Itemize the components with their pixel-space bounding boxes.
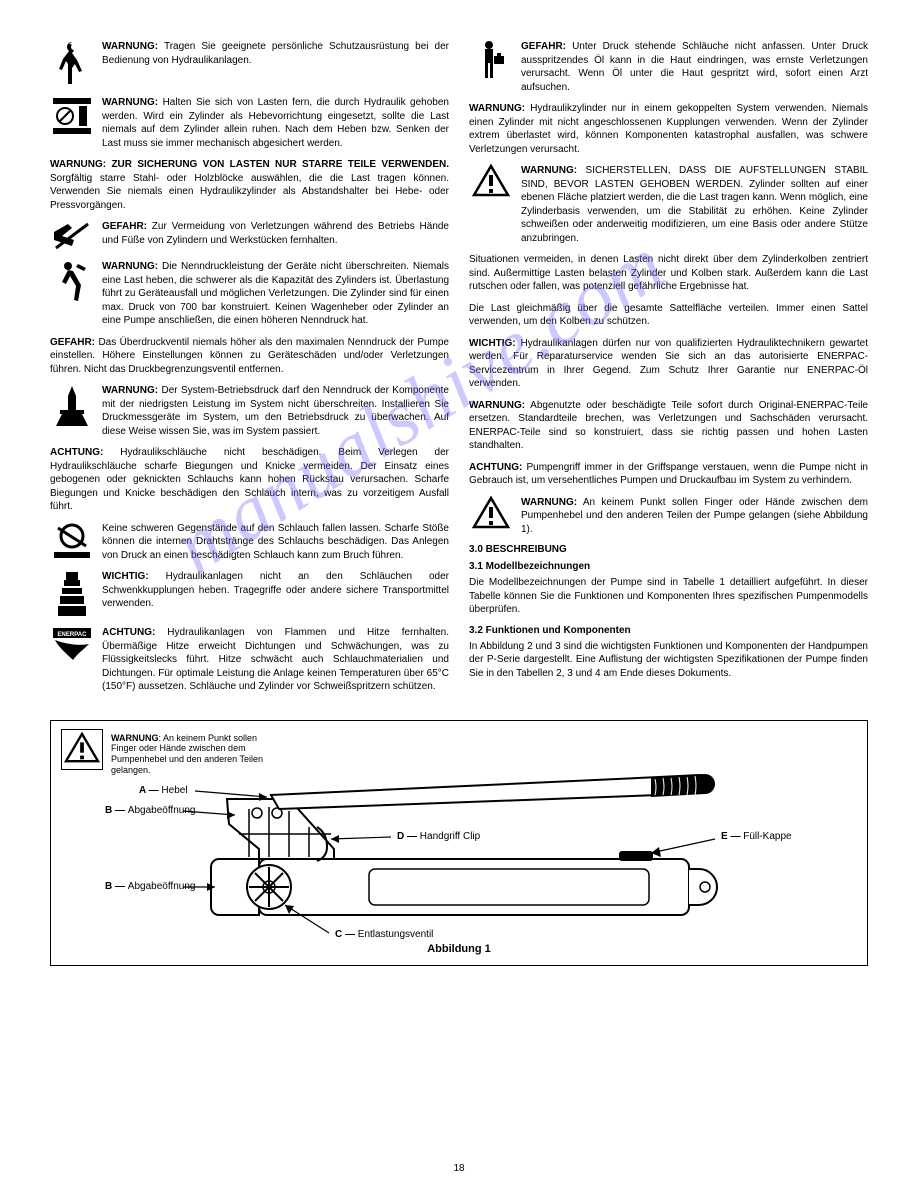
warning-pinch: WARNUNG: An keinem Punkt sollen Finger o… (469, 496, 868, 537)
figure-caption: Abbildung 1 (65, 943, 853, 955)
hose-drop-icon (50, 522, 94, 560)
svg-text:ENERPAC: ENERPAC (58, 632, 88, 638)
hands-icon (50, 220, 94, 252)
warning-coupled-system: WARNUNG: Hydraulikzylinder nur in einem … (469, 102, 868, 156)
warning-ppe: WARNUNG: Tragen Sie geeignete persönlich… (50, 40, 449, 88)
important-service: WICHTIG: Hydraulikanlagen dürfen nur von… (469, 337, 868, 391)
saddle-text: Die Last gleichmäßig über die gesamte Sa… (469, 302, 868, 329)
svg-text:B — Abgabeöffnung: B — Abgabeöffnung (105, 881, 195, 892)
svg-text:C — Entlastungsventil: C — Entlastungsventil (335, 929, 433, 939)
lift-hose-icon (50, 570, 94, 618)
right-column: GEFAHR: Unter Druck stehende Schläuche n… (469, 40, 868, 702)
figure-warning-caption: WARNUNG: An keinem Punkt sollen Finger o… (111, 733, 271, 776)
danger-hands-feet: GEFAHR: Zur Vermeidung von Verletzungen … (50, 220, 449, 252)
warning-worn-parts: WARNUNG: Abgenutzte oder beschädigte Tei… (469, 399, 868, 453)
danger-pressurized-hose: GEFAHR: Unter Druck stehende Schläuche n… (469, 40, 868, 94)
enerpac-icon: ENERPAC (50, 626, 94, 664)
load-icon (50, 96, 94, 136)
page-number: 18 (0, 1163, 918, 1174)
warning-rigid-parts: WARNUNG: ZUR SICHERUNG VON LASTEN NUR ST… (50, 158, 449, 212)
section-3-2-text: In Abbildung 2 und 3 sind die wichtigste… (469, 640, 868, 681)
danger-relief-valve: GEFAHR: Das Überdruckventil niemals höhe… (50, 336, 449, 377)
warning-triangle-icon (469, 496, 513, 530)
ppe-icon (50, 40, 94, 88)
left-column: WARNUNG: Tragen Sie geeignete persönlich… (50, 40, 449, 702)
section-3-1-text: Die Modellbezeichnungen der Pumpe sind i… (469, 576, 868, 617)
caution-heat: ENERPAC ACHTUNG: Hydraulikanlagen von Fl… (50, 626, 449, 694)
svg-text:B — Abgabeöffnung: B — Abgabeöffnung (105, 805, 195, 816)
section-3-1-heading: 3.1 Modellbezeichnungen (469, 561, 868, 572)
figure-warning-icon (61, 729, 103, 770)
svg-text:E — Füll-Kappe: E — Füll-Kappe (721, 831, 792, 842)
two-column-layout: WARNUNG: Tragen Sie geeignete persönlich… (50, 40, 868, 702)
warning-system-pressure: WARNUNG: Der System-Betriebsdruck darf d… (50, 384, 449, 438)
warning-stable-setup: WARNUNG: SICHERSTELLEN, DASS DIE AUFSTEL… (469, 164, 868, 245)
caution-handle-stow: ACHTUNG: Pumpengriff immer in der Griffs… (469, 461, 868, 488)
offset-load-text: Situationen vermeiden, in denen Lasten n… (469, 253, 868, 294)
svg-text:D — Handgriff Clip: D — Handgriff Clip (397, 831, 481, 842)
hose-drop-warning: Keine schweren Gegenstände auf den Schla… (50, 522, 449, 563)
warning-load-clear: WARNUNG: Halten Sie sich von Lasten fern… (50, 96, 449, 150)
svg-text:A — Hebel: A — Hebel (139, 785, 188, 796)
section-3-2-heading: 3.2 Funktionen und Komponenten (469, 625, 868, 636)
warning-triangle-icon (469, 164, 513, 198)
important-lift-hose: WICHTIG: Hydraulikanlagen nicht an den S… (50, 570, 449, 618)
caution-hose-damage: ACHTUNG: Hydraulikschläuche nicht beschä… (50, 446, 449, 514)
person-briefcase-icon (469, 40, 513, 80)
gauge-icon (50, 384, 94, 428)
figure-1-box: WARNUNG: An keinem Punkt sollen Finger o… (50, 720, 868, 966)
warning-overload: WARNUNG: Die Nenndruckleistung der Gerät… (50, 260, 449, 328)
person-fall-icon (50, 260, 94, 304)
section-3-heading: 3.0 BESCHREIBUNG (469, 544, 868, 555)
